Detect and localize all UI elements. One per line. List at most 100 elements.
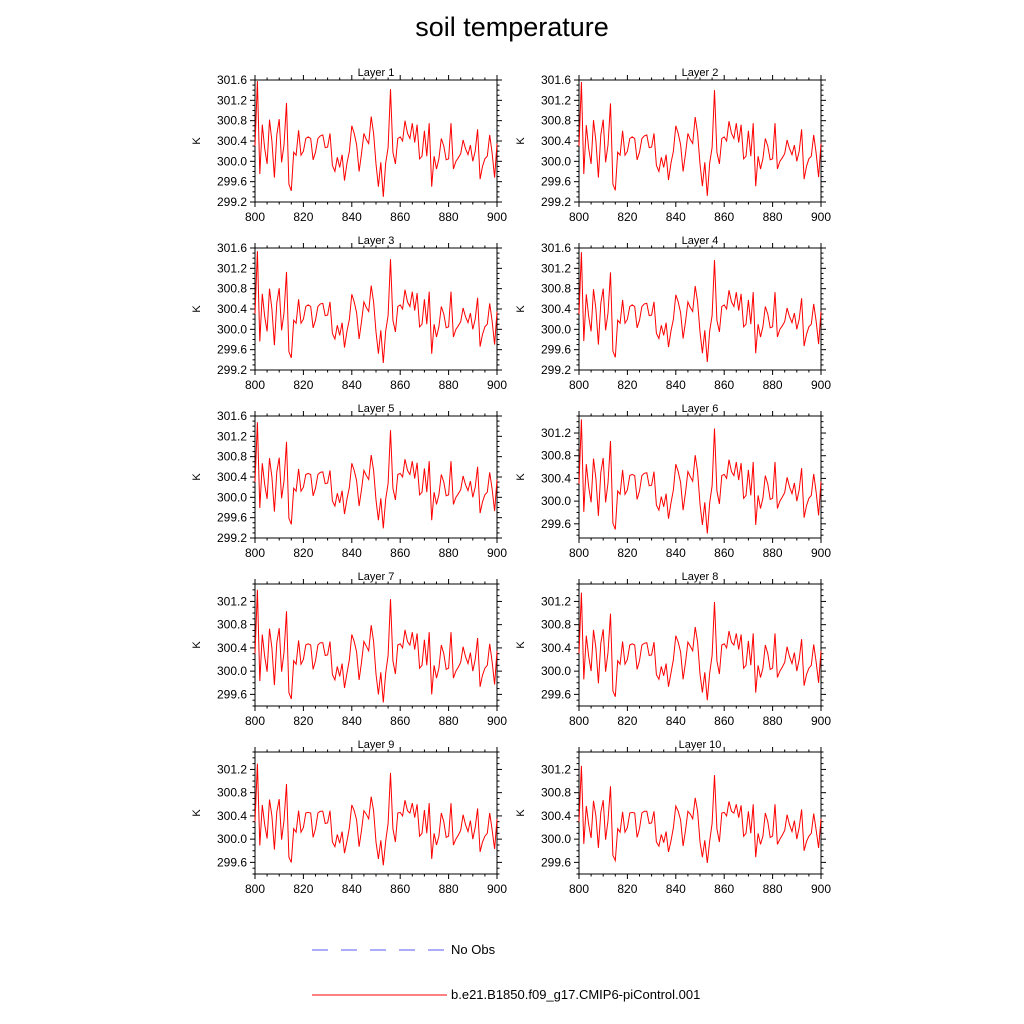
- y-tick-label: 301.2: [541, 261, 571, 275]
- x-tick-label: 860: [390, 378, 410, 392]
- y-tick-label: 300.4: [217, 302, 247, 316]
- x-tick-label: 820: [293, 714, 313, 728]
- y-axis-label: K: [191, 305, 203, 313]
- x-tick-label: 800: [569, 882, 589, 896]
- y-tick-label: 299.6: [217, 343, 247, 357]
- x-tick-label: 840: [666, 882, 686, 896]
- y-axis-label: K: [191, 473, 203, 481]
- panel-6: Layer 6 K 800 820 840 860 880 900 299.6 300.0 300.…: [515, 403, 831, 560]
- y-tick-label: 301.2: [217, 594, 247, 608]
- y-tick-label: 299.2: [217, 531, 247, 545]
- panel-title: Layer 4: [682, 235, 719, 247]
- y-axis-label: K: [515, 137, 527, 145]
- x-tick-label: 900: [487, 714, 507, 728]
- x-tick-label: 820: [617, 210, 637, 224]
- x-tick-label: 800: [245, 546, 265, 560]
- y-tick-label: 301.2: [217, 429, 247, 443]
- x-tick-label: 880: [439, 378, 459, 392]
- panel-1: Layer 1 K 800 820 840 860 880 900 299.2 299.6 300.…: [191, 67, 507, 224]
- panel-title: Layer 2: [682, 67, 719, 79]
- y-tick-label: 299.2: [217, 363, 247, 377]
- x-tick-label: 880: [763, 882, 783, 896]
- y-axis-label: K: [191, 641, 203, 649]
- panel-7: Layer 7 K 800 820 840 860 880 900 299.6 300.0 300.…: [191, 571, 507, 728]
- y-tick-label: 299.2: [541, 195, 571, 209]
- series-line: [254, 763, 498, 866]
- x-tick-label: 860: [714, 882, 734, 896]
- y-tick-label: 299.6: [217, 175, 247, 189]
- x-tick-label: 820: [293, 546, 313, 560]
- y-tick-label: 300.8: [541, 786, 571, 800]
- figure-title: soil temperature: [415, 12, 609, 42]
- y-tick-label: 299.6: [217, 855, 247, 869]
- x-tick-label: 800: [569, 378, 589, 392]
- series-line: [578, 592, 822, 701]
- y-tick-label: 301.2: [541, 594, 571, 608]
- y-tick-label: 299.6: [217, 687, 247, 701]
- y-tick-label: 301.2: [217, 261, 247, 275]
- y-tick-label: 300.4: [217, 134, 247, 148]
- y-tick-label: 300.4: [217, 470, 247, 484]
- x-tick-label: 840: [342, 210, 362, 224]
- y-tick-label: 301.6: [541, 73, 571, 87]
- x-tick-label: 840: [666, 378, 686, 392]
- y-tick-label: 300.0: [217, 664, 247, 678]
- y-tick-label: 300.8: [541, 618, 571, 632]
- panel-3: Layer 3 K 800 820 840 860 880 900 299.2 299.6 300.…: [191, 235, 507, 392]
- panel-title: Layer 10: [679, 739, 722, 751]
- panel-title: Layer 7: [358, 571, 395, 583]
- legend-obs-label: No Obs: [451, 942, 496, 957]
- x-tick-label: 860: [714, 378, 734, 392]
- y-tick-label: 300.4: [541, 471, 571, 485]
- y-tick-label: 300.0: [541, 494, 571, 508]
- y-tick-label: 300.0: [217, 322, 247, 336]
- y-tick-label: 300.0: [541, 154, 571, 168]
- x-tick-label: 880: [763, 378, 783, 392]
- y-tick-label: 300.4: [541, 641, 571, 655]
- y-tick-label: 300.0: [217, 154, 247, 168]
- y-axis-label: K: [515, 641, 527, 649]
- x-tick-label: 820: [617, 378, 637, 392]
- panel-title: Layer 9: [358, 739, 395, 751]
- y-tick-label: 300.4: [217, 641, 247, 655]
- series-line: [578, 765, 822, 864]
- panel-9: Layer 9 K 800 820 840 860 880 900 299.6 300.0 300.…: [191, 739, 507, 896]
- x-tick-label: 900: [811, 378, 831, 392]
- y-tick-label: 299.6: [541, 343, 571, 357]
- y-tick-label: 301.6: [217, 241, 247, 255]
- x-tick-label: 860: [390, 882, 410, 896]
- x-tick-label: 860: [714, 210, 734, 224]
- series-line: [578, 252, 822, 362]
- x-tick-label: 840: [342, 378, 362, 392]
- series-line: [578, 81, 822, 196]
- x-tick-label: 880: [763, 714, 783, 728]
- panel-2: Layer 2 K 800 820 840 860 880 900 299.2 299.6 300.…: [515, 67, 831, 224]
- y-tick-label: 301.2: [217, 93, 247, 107]
- x-tick-label: 800: [245, 378, 265, 392]
- panel-title: Layer 6: [682, 403, 719, 415]
- y-tick-label: 300.0: [541, 322, 571, 336]
- y-tick-label: 300.8: [541, 114, 571, 128]
- x-tick-label: 800: [569, 210, 589, 224]
- x-tick-label: 800: [245, 210, 265, 224]
- x-tick-label: 820: [293, 378, 313, 392]
- series-line: [254, 589, 498, 703]
- y-axis-label: K: [515, 473, 527, 481]
- y-tick-label: 301.2: [541, 93, 571, 107]
- y-tick-label: 299.6: [217, 511, 247, 525]
- panel-4: Layer 4 K 800 820 840 860 880 900 299.2 299.6 300.…: [515, 235, 831, 392]
- legend-model-label: b.e21.B1850.f09_g17.CMIP6-piControl.001: [451, 987, 701, 1002]
- y-tick-label: 299.6: [541, 855, 571, 869]
- x-tick-label: 900: [487, 210, 507, 224]
- y-tick-label: 300.0: [541, 664, 571, 678]
- panel-5: Layer 5 K 800 820 840 860 880 900 299.2 299.6 300.…: [191, 403, 507, 560]
- y-tick-label: 300.8: [217, 450, 247, 464]
- y-axis-label: K: [191, 137, 203, 145]
- y-tick-label: 300.4: [217, 809, 247, 823]
- y-tick-label: 300.8: [217, 786, 247, 800]
- x-tick-label: 880: [763, 210, 783, 224]
- x-tick-label: 840: [342, 882, 362, 896]
- y-tick-label: 300.8: [217, 114, 247, 128]
- x-tick-label: 820: [293, 882, 313, 896]
